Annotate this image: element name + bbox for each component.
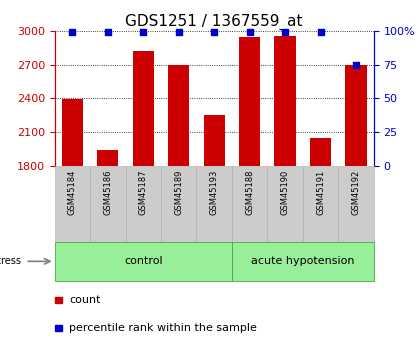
Bar (133, 51, 154, 166)
Text: GSM45191: GSM45191 (316, 169, 325, 215)
Text: count: count (69, 295, 101, 305)
Bar (239, 37, 260, 166)
Bar (275, 36, 296, 166)
Point (69, 30, 76, 35)
Text: GSM45188: GSM45188 (245, 169, 254, 215)
Text: GSM45187: GSM45187 (139, 169, 148, 215)
Point (176, 30, 182, 35)
Point (317, 30, 324, 35)
Text: percentile rank within the sample: percentile rank within the sample (69, 323, 257, 333)
Point (211, 30, 218, 35)
Title: GDS1251 / 1367559_at: GDS1251 / 1367559_at (126, 13, 303, 30)
Text: GSM45190: GSM45190 (281, 169, 290, 215)
Point (246, 30, 253, 35)
Bar (168, 65, 189, 166)
Bar (345, 65, 367, 166)
Point (140, 30, 147, 35)
Bar (62, 99, 83, 166)
Point (353, 62, 360, 68)
Text: GSM45184: GSM45184 (68, 169, 77, 215)
Point (282, 30, 289, 35)
Text: GSM45189: GSM45189 (174, 169, 183, 215)
Bar (204, 115, 225, 166)
Text: acute hypotension: acute hypotension (251, 256, 354, 266)
Text: stress: stress (0, 256, 21, 266)
Text: GSM45192: GSM45192 (352, 169, 360, 215)
Text: control: control (124, 256, 163, 266)
Text: GSM45193: GSM45193 (210, 169, 219, 215)
Bar (97, 150, 118, 166)
Text: GSM45186: GSM45186 (103, 169, 112, 215)
Point (105, 30, 111, 35)
Bar (310, 138, 331, 166)
